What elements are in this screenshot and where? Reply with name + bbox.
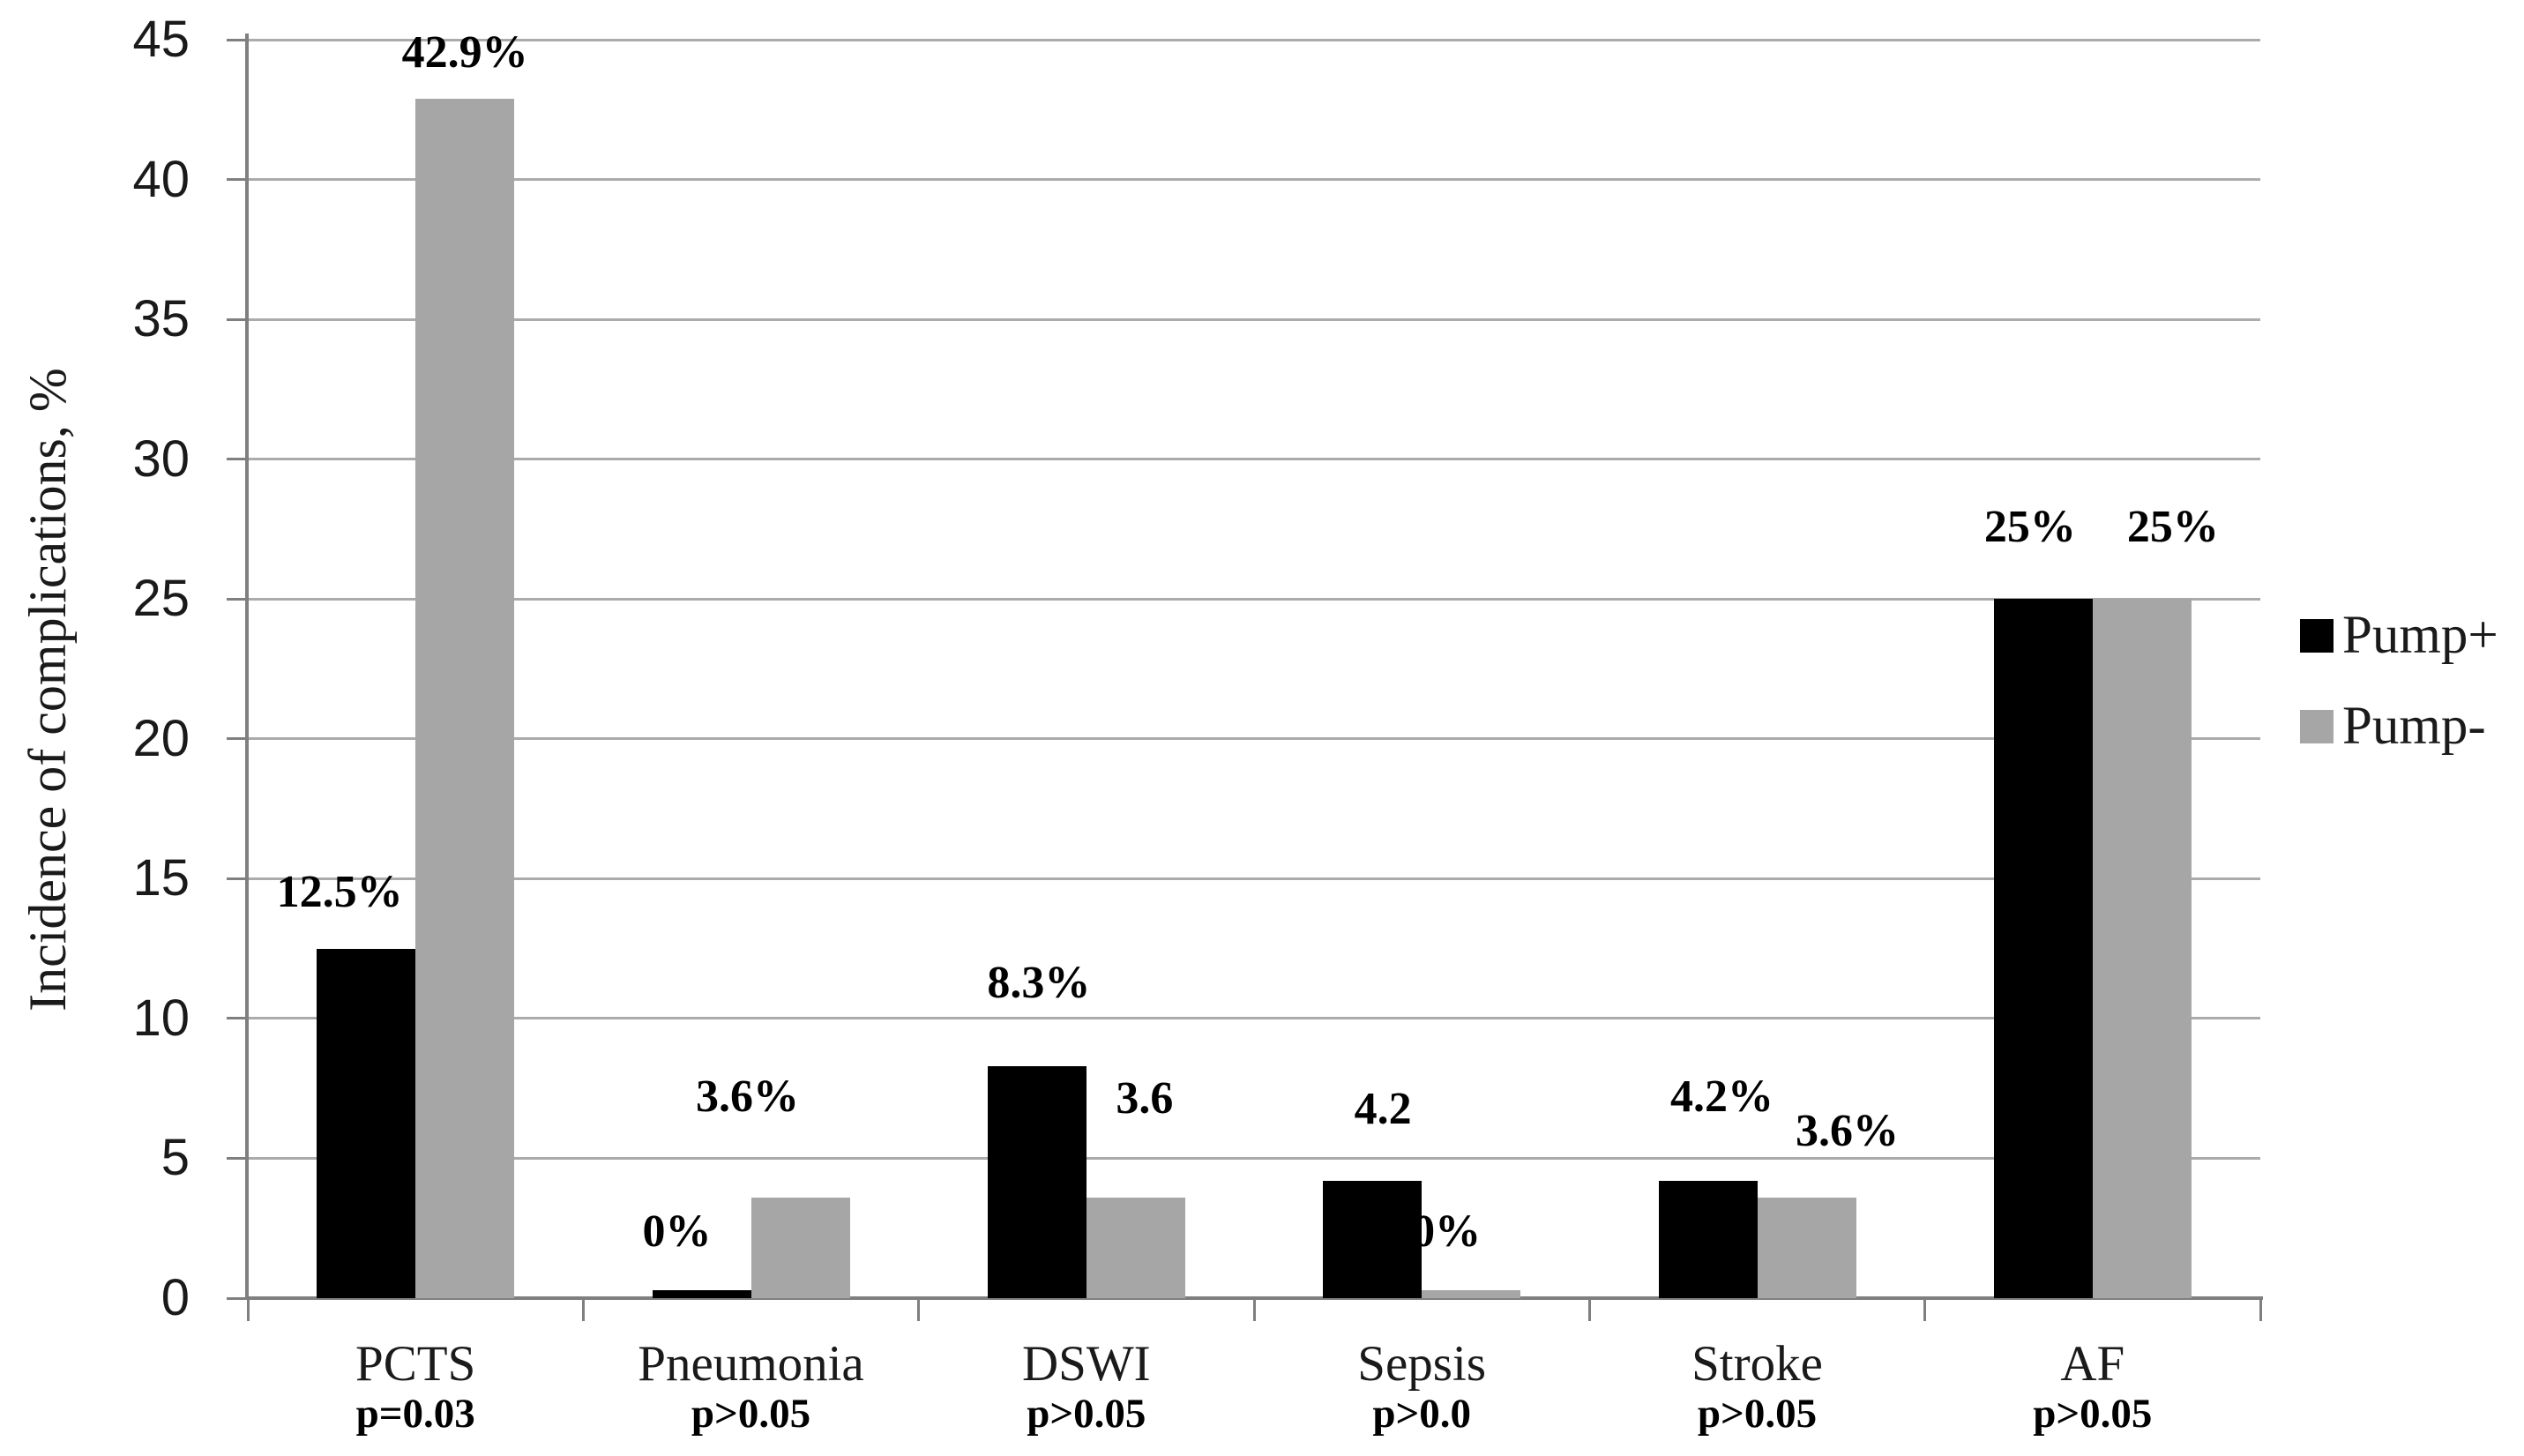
x-tick-mark [581,1298,585,1321]
y-tick-mark [227,1296,248,1300]
p-value-label-Pneumonia: p>0.05 [691,1391,811,1437]
value-label: 25% [2126,502,2219,553]
category-label-PCTS: PCTS [355,1336,476,1392]
value-label: 4.2% [1670,1071,1774,1122]
value-label: 4.2 [1354,1083,1412,1134]
value-label: 8.3% [987,957,1091,1008]
x-tick-mark [1587,1298,1591,1321]
gridline [248,178,2260,182]
value-label: 25% [1983,502,2076,553]
bar-Pumpminus-DSWI [1086,1197,1185,1298]
y-tick-label: 30 [132,429,190,488]
value-label: 3.6% [1796,1105,1899,1156]
bar-Pumpminus-Pneumonia [750,1197,850,1298]
y-tick-mark [227,38,248,41]
gridline [248,737,2260,741]
p-value-label-PCTS: p=0.03 [355,1391,475,1437]
y-tick-label: 20 [132,709,190,767]
legend-label-pump-minus: Pump- [2342,697,2486,756]
pump-plus-swatch-icon [2300,618,2334,653]
value-label: 42.9% [401,26,528,78]
p-value-label-Stroke: p>0.05 [1697,1391,1818,1437]
y-tick-label: 45 [132,11,190,68]
y-tick-mark [227,1017,248,1020]
category-label-AF: AF [2060,1336,2125,1392]
legend-item-pump-minus: Pump- [2300,699,2498,753]
p-value-label-Sepsis: p>0.0 [1372,1391,1471,1437]
y-tick-mark [227,597,248,601]
bar-Pumpplus-DSWI [987,1065,1087,1298]
gridline [248,877,2260,880]
y-tick-mark [227,317,248,321]
y-tick-label: 0 [161,1269,190,1326]
bar-Pumpminus-Stroke [1757,1197,1856,1298]
y-axis-line [245,34,249,1300]
pump-minus-swatch-icon [2300,709,2334,743]
y-tick-mark [227,1156,248,1160]
x-tick-mark [246,1298,250,1321]
bar-Pumpminus-PCTS [415,98,515,1298]
y-tick-label: 10 [132,989,190,1047]
x-tick-mark [1252,1298,1256,1321]
y-tick-mark [227,178,248,182]
category-label-Stroke: Stroke [1691,1336,1823,1392]
p-value-label-DSWI: p>0.05 [1027,1391,1146,1437]
gridline [248,317,2260,321]
legend-label-pump-plus: Pump+ [2342,606,2498,665]
bar-Pumpplus-PCTS [317,948,416,1298]
gridline [248,1017,2260,1020]
category-label-Sepsis: Sepsis [1357,1336,1487,1392]
gridline [248,1156,2260,1160]
y-tick-label: 15 [132,849,190,907]
value-label: 0% [1412,1206,1482,1257]
y-tick-label: 25 [132,570,190,628]
legend: Pump+ Pump- [2300,609,2498,790]
value-label: 0% [642,1206,712,1257]
gridline [248,458,2260,461]
x-tick-mark [2259,1298,2262,1321]
gridline [248,38,2260,41]
y-tick-label: 40 [132,150,190,208]
bar-Pumpplus-Pneumonia [652,1290,751,1298]
y-tick-label: 5 [161,1129,190,1187]
y-tick-mark [227,458,248,461]
y-tick-mark [227,877,248,880]
value-label: 3.6 [1116,1072,1174,1124]
bar-Pumpminus-AF [2092,599,2192,1298]
bar-Pumpplus-Stroke [1658,1180,1758,1298]
category-label-DSWI: DSWI [1022,1336,1151,1392]
value-label: 3.6% [696,1071,799,1122]
value-label: 12.5% [276,866,403,917]
y-tick-label: 35 [132,290,190,348]
x-tick-mark [1923,1298,1927,1321]
x-tick-mark [917,1298,921,1321]
bar-Pumpplus-AF [1993,599,2093,1298]
bar-Pumpminus-Sepsis [1422,1290,1521,1298]
y-tick-mark [227,737,248,741]
p-value-label-AF: p>0.05 [2033,1391,2153,1437]
bar-Pumpplus-Sepsis [1323,1180,1423,1298]
legend-item-pump-plus: Pump+ [2300,609,2498,662]
y-axis-title: Incidence of complications, % [19,368,77,1012]
category-label-Pneumonia: Pneumonia [638,1336,864,1392]
gridline [248,597,2260,601]
